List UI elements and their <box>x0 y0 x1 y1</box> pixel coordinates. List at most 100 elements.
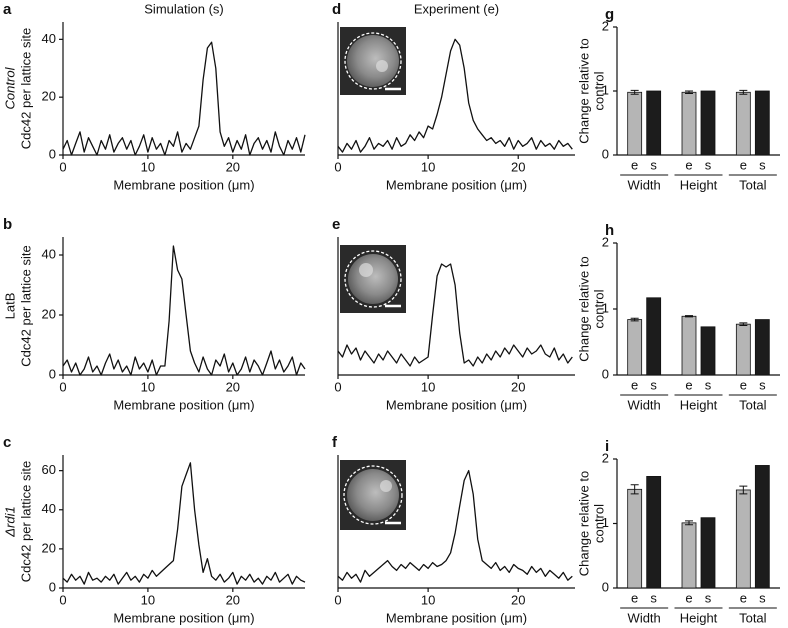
bar <box>700 517 716 589</box>
x-axis-label: Membrane position (μm) <box>113 610 254 625</box>
bar-label: s <box>759 377 766 392</box>
x-axis-label: Membrane position (μm) <box>386 397 527 412</box>
group-label: Width <box>628 177 661 192</box>
error-bar <box>630 484 639 495</box>
y-tick-label: 2 <box>602 234 609 249</box>
group-label: Total <box>739 397 767 412</box>
y-tick-label: 20 <box>42 540 56 555</box>
panel-letter: a <box>3 1 12 18</box>
panel-letter: i <box>605 438 609 455</box>
x-tick-label: 20 <box>511 159 525 174</box>
trace <box>62 462 306 585</box>
trace <box>337 38 573 153</box>
bar-label: e <box>631 377 638 392</box>
bar-label: e <box>685 157 692 172</box>
x-tick-label: 10 <box>421 379 435 394</box>
x-tick-label: 20 <box>511 379 525 394</box>
x-tick-label: 0 <box>59 159 66 174</box>
group-label: Height <box>680 610 718 625</box>
y-axis-label: control <box>591 504 606 543</box>
bar <box>700 326 716 376</box>
x-tick-label: 20 <box>511 592 525 607</box>
x-tick-label: 10 <box>141 379 155 394</box>
bar-label: s <box>705 157 712 172</box>
group-label: Total <box>739 610 767 625</box>
bar <box>681 91 697 156</box>
y-tick-label: 0 <box>49 146 56 161</box>
bar <box>627 319 643 376</box>
bar <box>646 90 662 156</box>
x-tick-label: 10 <box>421 159 435 174</box>
bar-label: s <box>650 590 657 605</box>
micrograph-inset <box>340 460 406 530</box>
column-title: Experiment (e) <box>414 1 499 16</box>
x-tick-label: 20 <box>226 592 240 607</box>
group-label: Height <box>680 397 718 412</box>
y-axis-label: control <box>591 71 606 110</box>
group-label: Total <box>739 177 767 192</box>
bar-label: e <box>685 590 692 605</box>
row-label: LatB <box>2 293 17 320</box>
y-axis-label: Cdc42 per lattice site <box>18 28 33 149</box>
group-label: Width <box>628 397 661 412</box>
bar-label: s <box>705 590 712 605</box>
bar-label: e <box>685 377 692 392</box>
x-axis-label: Membrane position (μm) <box>386 610 527 625</box>
bar <box>627 488 643 589</box>
x-axis-label: Membrane position (μm) <box>113 397 254 412</box>
error-bar <box>685 315 693 318</box>
y-tick-label: 20 <box>42 306 56 321</box>
x-tick-label: 0 <box>334 379 341 394</box>
x-tick-label: 10 <box>141 592 155 607</box>
x-tick-label: 20 <box>226 159 240 174</box>
y-tick-label: 0 <box>602 366 609 381</box>
bar-label: e <box>631 590 638 605</box>
panel-letter: c <box>3 434 11 451</box>
y-axis-label: control <box>591 289 606 328</box>
group-label: Height <box>680 177 718 192</box>
error-bar <box>739 89 748 95</box>
trace <box>337 469 573 583</box>
y-tick-label: 0 <box>49 366 56 381</box>
bar-label: s <box>650 157 657 172</box>
bar-label: e <box>631 157 638 172</box>
error-bar <box>739 322 748 326</box>
y-tick-label: 0 <box>602 579 609 594</box>
panel-letter: h <box>605 222 614 239</box>
bar <box>681 315 697 376</box>
bar <box>627 91 643 156</box>
bar-label: e <box>740 157 747 172</box>
row-label: Δrdi1 <box>2 506 17 537</box>
bar-label: e <box>740 377 747 392</box>
bar-label: s <box>705 377 712 392</box>
column-title: Simulation (s) <box>144 1 223 16</box>
y-tick-label: 2 <box>602 450 609 465</box>
bar-label: s <box>759 590 766 605</box>
bar <box>735 323 751 376</box>
trace <box>62 41 306 156</box>
trace <box>337 263 573 367</box>
y-tick-label: 0 <box>49 579 56 594</box>
x-tick-label: 0 <box>59 592 66 607</box>
bar <box>754 90 770 156</box>
x-axis-label: Membrane position (μm) <box>113 177 254 192</box>
bar <box>735 489 751 589</box>
y-tick-label: 2 <box>602 18 609 33</box>
micrograph-inset <box>340 245 406 313</box>
y-axis-label: Cdc42 per lattice site <box>18 245 33 366</box>
y-axis-label: Change relative to <box>576 471 591 577</box>
x-tick-label: 0 <box>59 379 66 394</box>
bar <box>735 91 751 156</box>
bar <box>700 90 716 156</box>
y-tick-label: 60 <box>42 462 56 477</box>
y-tick-label: 20 <box>42 89 56 104</box>
y-tick-label: 40 <box>42 31 56 46</box>
error-bar <box>630 89 639 95</box>
x-tick-label: 10 <box>141 159 155 174</box>
group-label: Width <box>628 610 661 625</box>
bar <box>681 522 697 589</box>
y-tick-label: 1 <box>602 82 609 97</box>
x-tick-label: 20 <box>226 379 240 394</box>
